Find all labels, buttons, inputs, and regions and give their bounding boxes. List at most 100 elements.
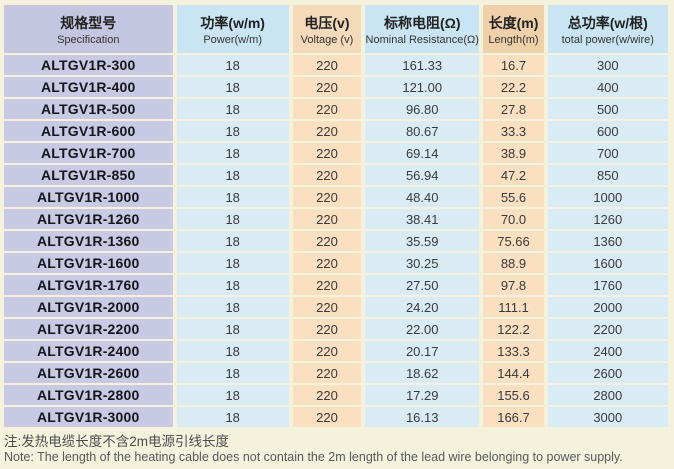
cell-nominal-resistance: 38.41 bbox=[365, 209, 480, 229]
cell-total-power: 2400 bbox=[547, 341, 668, 361]
cell-nominal-resistance: 121.00 bbox=[365, 77, 480, 97]
column-header-en: Specification bbox=[57, 34, 120, 46]
cell-voltage: 220 bbox=[292, 341, 362, 361]
cell-length: 38.9 bbox=[483, 143, 544, 163]
cell-voltage: 220 bbox=[292, 55, 362, 75]
table-row: ALTGV1R-850 18 220 56.94 47.2 850 bbox=[4, 165, 668, 185]
cell-nominal-resistance: 16.13 bbox=[365, 407, 480, 427]
cell-specification: ALTGV1R-1260 bbox=[4, 209, 173, 229]
cell-total-power: 1260 bbox=[547, 209, 668, 229]
table-row: ALTGV1R-1360 18 220 35.59 75.66 1360 bbox=[4, 231, 668, 251]
column-header-specification: 规格型号 Specification bbox=[4, 5, 173, 53]
column-header-zh: 功率(w/m) bbox=[200, 15, 265, 31]
cell-total-power: 2200 bbox=[547, 319, 668, 339]
table-row: ALTGV1R-2400 18 220 20.17 133.3 2400 bbox=[4, 341, 668, 361]
table-row: ALTGV1R-2200 18 220 22.00 122.2 2200 bbox=[4, 319, 668, 339]
cell-length: 144.4 bbox=[483, 363, 544, 383]
cell-total-power: 1000 bbox=[547, 187, 668, 207]
cell-nominal-resistance: 20.17 bbox=[365, 341, 480, 361]
cell-specification: ALTGV1R-600 bbox=[4, 121, 173, 141]
cell-voltage: 220 bbox=[292, 231, 362, 251]
cell-voltage: 220 bbox=[292, 275, 362, 295]
cell-specification: ALTGV1R-2000 bbox=[4, 297, 173, 317]
footnote: 注:发热电缆长度不含2m电源引线长度 Note: The length of t… bbox=[4, 434, 674, 465]
cell-length: 122.2 bbox=[483, 319, 544, 339]
cell-length: 166.7 bbox=[483, 407, 544, 427]
cell-power: 18 bbox=[176, 231, 289, 251]
column-header-zh: 长度(m) bbox=[488, 15, 539, 31]
cell-voltage: 220 bbox=[292, 385, 362, 405]
cell-total-power: 700 bbox=[547, 143, 668, 163]
cell-specification: ALTGV1R-1600 bbox=[4, 253, 173, 273]
cell-nominal-resistance: 17.29 bbox=[365, 385, 480, 405]
cell-specification: ALTGV1R-2800 bbox=[4, 385, 173, 405]
column-header-zh: 电压(v) bbox=[304, 15, 350, 31]
footnote-english: Note: The length of the heating cable do… bbox=[4, 450, 623, 464]
cell-total-power: 500 bbox=[547, 99, 668, 119]
column-header-en: Voltage (v) bbox=[300, 34, 354, 46]
cell-specification: ALTGV1R-3000 bbox=[4, 407, 173, 427]
column-header-nominal-resistance: 标称电阻(Ω) Nominal Resistance(Ω) bbox=[365, 5, 480, 53]
table-row: ALTGV1R-2600 18 220 18.62 144.4 2600 bbox=[4, 363, 668, 383]
column-header-en: Nominal Resistance(Ω) bbox=[365, 34, 479, 46]
cell-length: 27.8 bbox=[483, 99, 544, 119]
cell-total-power: 1360 bbox=[547, 231, 668, 251]
table-row: ALTGV1R-2000 18 220 24.20 111.1 2000 bbox=[4, 297, 668, 317]
cell-total-power: 1600 bbox=[547, 253, 668, 273]
cell-voltage: 220 bbox=[292, 209, 362, 229]
cell-length: 88.9 bbox=[483, 253, 544, 273]
cell-nominal-resistance: 161.33 bbox=[365, 55, 480, 75]
column-header-zh: 总功率(w/根) bbox=[567, 15, 648, 31]
footnote-chinese: 注:发热电缆长度不含2m电源引线长度 bbox=[4, 434, 230, 449]
column-header-en: total power(w/wire) bbox=[561, 34, 654, 46]
column-header-en: Length(m) bbox=[488, 34, 539, 46]
cell-voltage: 220 bbox=[292, 187, 362, 207]
cell-nominal-resistance: 80.67 bbox=[365, 121, 480, 141]
cell-power: 18 bbox=[176, 319, 289, 339]
cell-power: 18 bbox=[176, 77, 289, 97]
table-row: ALTGV1R-1600 18 220 30.25 88.9 1600 bbox=[4, 253, 668, 273]
table-header-row: 规格型号 Specification 功率(w/m) Power(w/m) 电压(v) V… bbox=[4, 5, 668, 53]
cell-specification: ALTGV1R-2600 bbox=[4, 363, 173, 383]
cell-voltage: 220 bbox=[292, 77, 362, 97]
cell-power: 18 bbox=[176, 55, 289, 75]
cell-length: 55.6 bbox=[483, 187, 544, 207]
table-row: ALTGV1R-400 18 220 121.00 22.2 400 bbox=[4, 77, 668, 97]
cell-power: 18 bbox=[176, 297, 289, 317]
cell-power: 18 bbox=[176, 99, 289, 119]
column-header-length: 长度(m) Length(m) bbox=[483, 5, 544, 53]
cell-nominal-resistance: 96.80 bbox=[365, 99, 480, 119]
cell-voltage: 220 bbox=[292, 143, 362, 163]
cell-total-power: 2800 bbox=[547, 385, 668, 405]
cell-total-power: 400 bbox=[547, 77, 668, 97]
table-head: 规格型号 Specification 功率(w/m) Power(w/m) 电压(v) V… bbox=[4, 5, 668, 53]
cell-length: 133.3 bbox=[483, 341, 544, 361]
cell-power: 18 bbox=[176, 187, 289, 207]
cell-specification: ALTGV1R-1760 bbox=[4, 275, 173, 295]
table-row: ALTGV1R-3000 18 220 16.13 166.7 3000 bbox=[4, 407, 668, 427]
cell-power: 18 bbox=[176, 165, 289, 185]
cell-total-power: 850 bbox=[547, 165, 668, 185]
table-row: ALTGV1R-700 18 220 69.14 38.9 700 bbox=[4, 143, 668, 163]
table-row: ALTGV1R-500 18 220 96.80 27.8 500 bbox=[4, 99, 668, 119]
cell-power: 18 bbox=[176, 385, 289, 405]
cell-specification: ALTGV1R-700 bbox=[4, 143, 173, 163]
cell-nominal-resistance: 22.00 bbox=[365, 319, 480, 339]
cell-voltage: 220 bbox=[292, 319, 362, 339]
cell-length: 111.1 bbox=[483, 297, 544, 317]
cell-power: 18 bbox=[176, 143, 289, 163]
cell-nominal-resistance: 69.14 bbox=[365, 143, 480, 163]
cell-total-power: 1760 bbox=[547, 275, 668, 295]
cell-nominal-resistance: 35.59 bbox=[365, 231, 480, 251]
table-row: ALTGV1R-1260 18 220 38.41 70.0 1260 bbox=[4, 209, 668, 229]
cell-nominal-resistance: 30.25 bbox=[365, 253, 480, 273]
cell-power: 18 bbox=[176, 253, 289, 273]
cell-voltage: 220 bbox=[292, 121, 362, 141]
column-header-en: Power(w/m) bbox=[203, 34, 263, 46]
column-header-zh: 规格型号 bbox=[60, 15, 117, 31]
table-row: ALTGV1R-2800 18 220 17.29 155.6 2800 bbox=[4, 385, 668, 405]
table-body: ALTGV1R-300 18 220 161.33 16.7 300 ALTGV1R-400… bbox=[4, 55, 668, 427]
cell-power: 18 bbox=[176, 363, 289, 383]
cell-length: 70.0 bbox=[483, 209, 544, 229]
